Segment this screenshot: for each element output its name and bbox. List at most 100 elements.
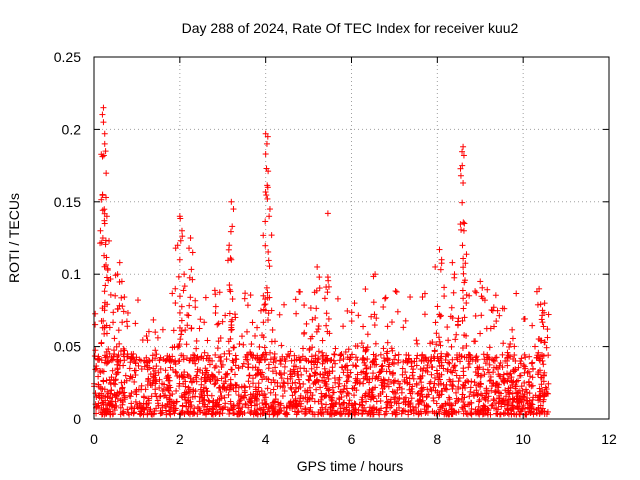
data-point [116, 302, 123, 309]
data-point [313, 328, 320, 335]
data-point [242, 392, 249, 399]
data-point [146, 358, 153, 365]
data-point [521, 363, 528, 370]
data-point [518, 355, 525, 362]
data-point [478, 293, 485, 300]
x-tick-label: 2 [176, 431, 184, 447]
data-point [529, 374, 536, 381]
data-point [147, 381, 154, 388]
data-point [261, 391, 268, 398]
data-point [242, 401, 249, 408]
data-point [301, 411, 308, 418]
data-point [377, 397, 384, 404]
notable-data-point [372, 271, 379, 278]
data-point [458, 395, 465, 402]
data-point [264, 289, 271, 296]
data-point [300, 395, 307, 402]
data-point [114, 306, 121, 313]
data-point [504, 354, 511, 361]
data-point [197, 408, 204, 415]
data-point [538, 337, 545, 344]
data-point [177, 336, 184, 343]
data-point [216, 410, 223, 417]
data-point [489, 401, 496, 408]
data-point [226, 310, 233, 317]
data-point [212, 303, 219, 310]
data-point [475, 398, 482, 405]
data-point [526, 390, 533, 397]
data-point [113, 371, 120, 378]
data-point [443, 386, 450, 393]
data-point [313, 305, 320, 312]
y-tick-label: 0 [73, 411, 81, 427]
y-tick-label: 0.05 [54, 339, 81, 355]
data-point [413, 337, 420, 344]
data-point [229, 357, 236, 364]
data-point [441, 293, 448, 300]
notable-data-point [263, 165, 270, 172]
data-point [459, 199, 466, 206]
data-point [451, 363, 458, 370]
data-point [316, 285, 323, 292]
data-point [491, 397, 498, 404]
data-point [337, 411, 344, 418]
data-point [460, 255, 467, 262]
data-point [369, 393, 376, 400]
data-point [178, 303, 185, 310]
data-point [184, 371, 191, 378]
data-point [108, 387, 115, 394]
data-point [99, 111, 106, 118]
data-point [338, 364, 345, 371]
data-point [460, 399, 467, 406]
data-point [372, 384, 379, 391]
data-point [128, 404, 135, 411]
data-point [500, 378, 507, 385]
data-point [169, 344, 176, 351]
data-point [299, 353, 306, 360]
data-point [375, 373, 382, 380]
data-point [218, 395, 225, 402]
data-point [170, 359, 177, 366]
data-point [278, 342, 285, 349]
data-point [144, 337, 151, 344]
x-tick-label: 6 [348, 431, 356, 447]
data-point [515, 399, 522, 406]
data-point [153, 363, 160, 370]
data-point [215, 338, 222, 345]
data-point [296, 288, 303, 295]
data-point [188, 266, 195, 273]
data-point [362, 374, 369, 381]
data-point [240, 341, 247, 348]
data-point [105, 346, 112, 353]
data-point [434, 370, 441, 377]
data-point [291, 352, 298, 359]
data-point [435, 381, 442, 388]
data-point [453, 395, 460, 402]
data-point [226, 410, 233, 417]
data-point [526, 404, 533, 411]
data-point [538, 381, 545, 388]
data-point [186, 411, 193, 418]
notable-data-point [103, 194, 110, 201]
data-point [297, 365, 304, 372]
data-point [473, 353, 480, 360]
data-point [167, 364, 174, 371]
data-point [163, 357, 170, 364]
data-point [259, 400, 266, 407]
data-point [222, 374, 229, 381]
data-point [153, 351, 160, 358]
data-point [408, 357, 415, 364]
data-point [295, 372, 302, 379]
notable-data-point [99, 191, 106, 198]
data-point [101, 288, 108, 295]
data-point [219, 361, 226, 368]
data-point [115, 327, 122, 334]
data-point [152, 329, 159, 336]
data-point [453, 372, 460, 379]
data-point [98, 411, 105, 418]
data-point [300, 345, 307, 352]
data-point [312, 370, 319, 377]
y-axis-label: ROTI / TECUs [6, 193, 22, 283]
data-point [325, 375, 332, 382]
data-point [484, 286, 491, 293]
